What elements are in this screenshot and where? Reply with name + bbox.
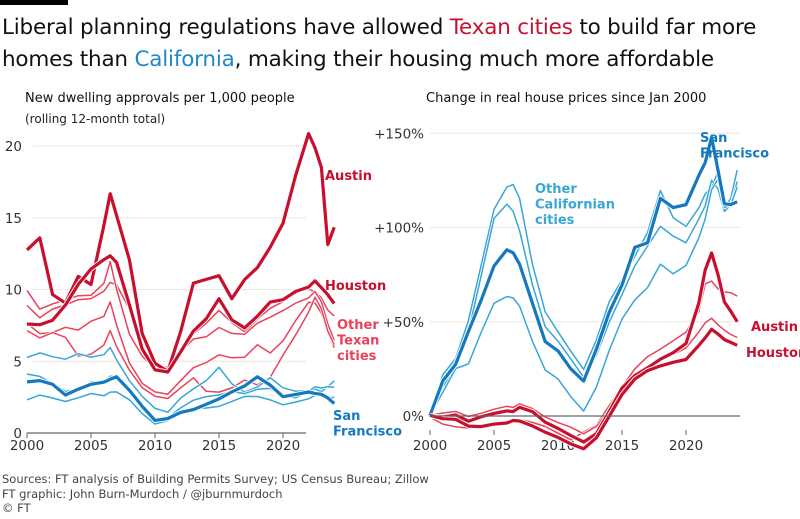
series-line-houston — [26, 254, 336, 374]
x-tick-label: 2010 — [138, 438, 172, 454]
y-tick-label: 20 — [5, 139, 22, 155]
x-tick-label: 2005 — [74, 438, 108, 454]
x-tick-label: 2015 — [605, 438, 639, 454]
footer-credit: FT graphic: John Burn-Murdoch / @jburnmu… — [2, 486, 283, 501]
series-line-san-francisco — [26, 375, 336, 422]
label-san-francisco: San Francisco — [333, 409, 402, 440]
y-tick-label: +100% — [374, 221, 424, 237]
label-houston: Houston — [746, 346, 800, 361]
footer: Sources: FT analysis of Building Permits… — [2, 472, 429, 516]
headline-part1: Liberal planning regulations have allowe… — [2, 15, 450, 40]
left-chart-title: New dwelling approvals per 1,000 people — [25, 91, 295, 106]
left-chart-subtitle: (rolling 12-month total) — [25, 112, 166, 126]
y-tick-label: +150% — [374, 126, 424, 142]
footer-copyright: © FT — [2, 501, 31, 515]
series-line-other-texan-cities-3 — [26, 301, 335, 395]
x-tick-label: 2000 — [10, 438, 44, 454]
series-line-san-francisco — [428, 135, 738, 417]
y-tick-label: 5 — [13, 354, 22, 370]
series-line-other-californian-cities-3 — [429, 178, 738, 416]
series-line-texas-other-2 — [429, 317, 738, 435]
y-tick-label: 10 — [5, 283, 22, 299]
label-austin: Austin — [325, 169, 372, 184]
headline: Liberal planning regulations have allowe… — [2, 12, 792, 76]
headline-part2: to build far more homes than — [2, 15, 757, 72]
x-tick-label: 2015 — [202, 438, 236, 454]
x-tick-label: 2020 — [266, 438, 300, 454]
headline-part3: , making their housing much more afforda… — [234, 47, 715, 72]
x-tick-label: 2005 — [477, 438, 511, 454]
label-other-californian-cities: Other Californian cities — [535, 182, 615, 228]
right-chart-title: Change in real house prices since Jan 20… — [426, 91, 707, 106]
headline-california: California — [134, 47, 235, 72]
series-halo — [427, 134, 739, 417]
chart-0: 0 5 10 15 20 2000 2005 2010 2015 2020 Austin Housto… — [5, 131, 402, 454]
label-houston: Houston — [325, 279, 386, 294]
y-tick-label: +50% — [383, 315, 424, 331]
y-tick-label: 0% — [403, 409, 425, 425]
ft-top-bar — [0, 0, 68, 5]
label-san-francisco: San Francisco — [700, 131, 769, 162]
series-line-houston — [429, 327, 738, 451]
y-tick-label: 15 — [5, 211, 22, 227]
x-tick-label: 2000 — [413, 438, 447, 454]
label-austin: Austin — [751, 320, 798, 335]
y-tick-label: 0 — [13, 426, 22, 442]
label-other-texan-cities: Other Texan cities — [337, 318, 379, 364]
footer-sources: Sources: FT analysis of Building Permits… — [2, 472, 429, 486]
series-line-austin — [25, 132, 336, 373]
headline-texan-cities: Texan cities — [449, 15, 573, 40]
x-tick-label: 2020 — [669, 438, 703, 454]
